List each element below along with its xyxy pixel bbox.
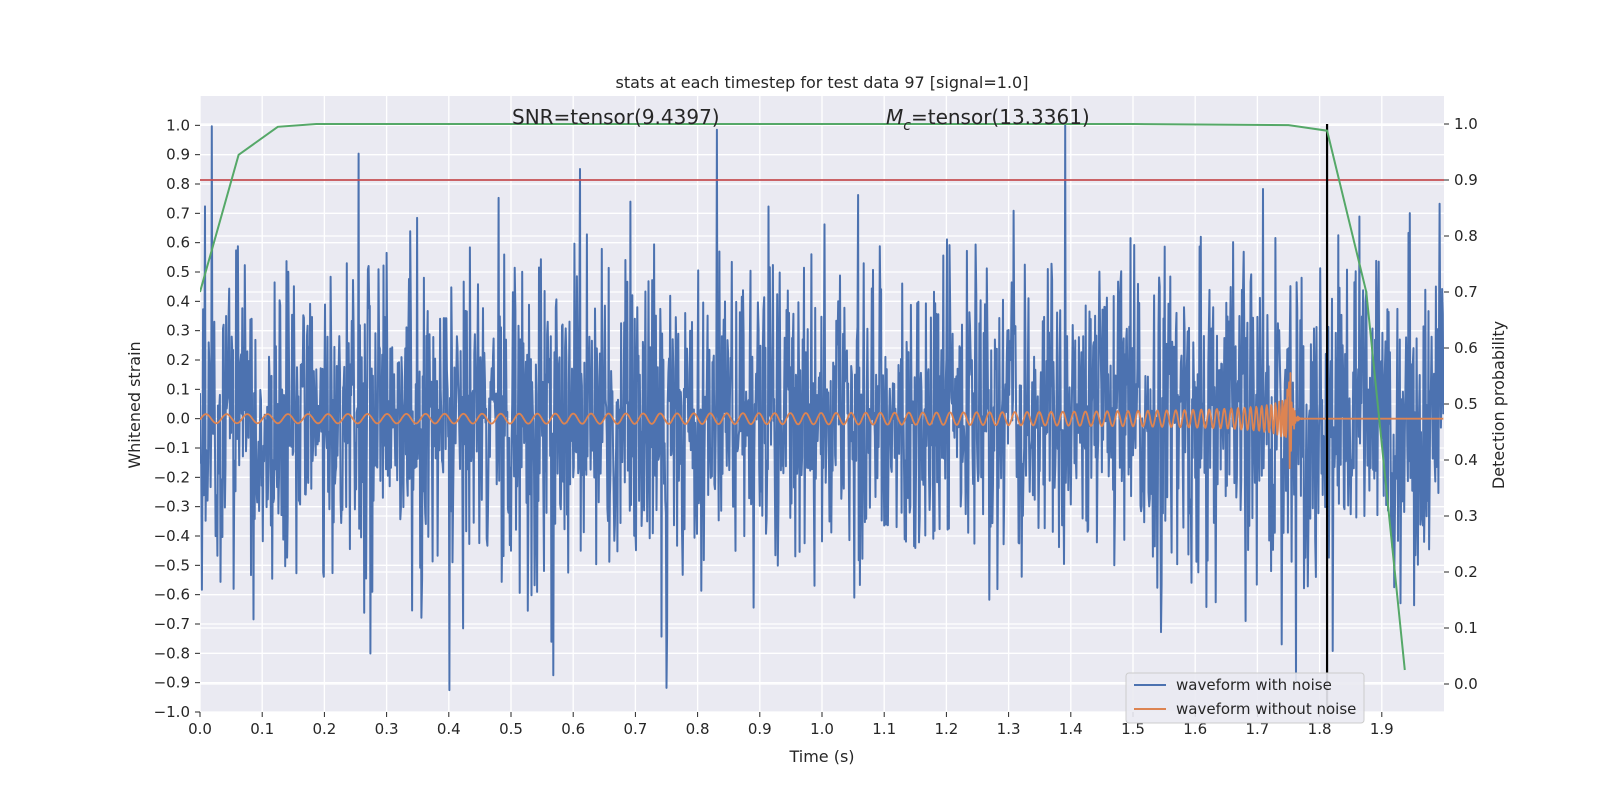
x-tick-label: 1.7 [1245,720,1269,738]
x-tick-label: 1.9 [1370,720,1394,738]
y-right-tick-label: 0.6 [1454,339,1478,357]
y-tick-label: −0.6 [154,586,190,604]
x-tick-label: 0.9 [748,720,772,738]
x-tick-label: 0.6 [561,720,585,738]
y-tick-label: 0.5 [166,263,190,281]
x-tick-label: 1.2 [934,720,958,738]
series-line-detection-probability [200,123,1406,671]
snr-annotation: SNR=tensor(9.4397) [512,105,720,129]
chirp-mass-symbol: M [886,105,903,129]
y-tick-label: 0.9 [166,146,190,164]
chirp-mass-subscript: c [903,118,911,134]
legend: waveform with noise waveform without noi… [1125,672,1365,724]
y-right-tick-label: 0.1 [1454,619,1478,637]
chirp-mass-value: =tensor(13.3361) [911,105,1090,129]
y-tick-label: 0.2 [166,351,190,369]
y-tick-label: −1.0 [154,703,190,721]
y-tick-label: 0.7 [166,204,190,222]
x-axis-label: Time (s) [788,747,854,766]
y-tick-label: 0.6 [166,234,190,252]
y-axis-label: Whitened strain [125,341,144,468]
y-tick-label: −0.5 [154,556,190,574]
y-tick-label: −0.4 [154,527,190,545]
x-tick-label: 1.4 [1059,720,1083,738]
y-tick-label: 0.3 [166,322,190,340]
series-layer [200,123,1444,712]
y-tick-label: 1.0 [166,116,190,134]
chirp-mass-annotation: Mc=tensor(13.3361) [886,105,1090,134]
x-tick-label: 1.6 [1183,720,1207,738]
chart-title: stats at each timestep for test data 97 … [616,73,1029,92]
legend-label-waveform-without-noise: waveform without noise [1176,700,1356,718]
y-tick-label: 0.0 [166,410,190,428]
x-tick-label: 0.5 [499,720,523,738]
y-tick-label: 0.8 [166,175,190,193]
y-right-tick-label: 0.9 [1454,171,1478,189]
x-tick-label: 1.0 [810,720,834,738]
legend-box [1125,672,1365,724]
y-right-tick-label: 0.0 [1454,675,1478,693]
y-right-tick-label: 0.7 [1454,283,1478,301]
x-axis-ticks: 0.0 0.1 0.2 0.3 0.4 0.5 0.6 0.7 0.8 0.9 1.0 1.1 1.2 1… [188,712,1394,738]
y-tick-label: −0.1 [154,439,190,457]
y-right-tick-label: 0.5 [1454,395,1478,413]
x-tick-label: 0.1 [250,720,274,738]
y-tick-label: −0.3 [154,498,190,516]
x-tick-label: 0.7 [623,720,647,738]
legend-label-waveform-with-noise: waveform with noise [1176,676,1332,694]
x-tick-label: 1.1 [872,720,896,738]
x-tick-label: 1.3 [997,720,1021,738]
y-axis-right-ticks: 0.0 0.1 0.2 0.3 0.4 0.5 0.6 0.7 0.8 0.9 1.0 [1444,115,1478,693]
y-axis-right-label: Detection probability [1489,321,1508,489]
y-tick-label: −0.2 [154,468,190,486]
y-right-tick-label: 1.0 [1454,115,1478,133]
x-tick-label: 0.2 [312,720,336,738]
x-tick-label: 0.3 [375,720,399,738]
x-tick-label: 0.0 [188,720,212,738]
y-right-tick-label: 0.8 [1454,227,1478,245]
x-tick-label: 0.4 [437,720,461,738]
y-right-tick-label: 0.3 [1454,507,1478,525]
series-line-waveform-with-noise [200,124,1444,692]
x-tick-label: 1.5 [1121,720,1145,738]
x-tick-label: 1.8 [1308,720,1332,738]
y-right-tick-label: 0.2 [1454,563,1478,581]
y-tick-label: 0.4 [166,292,190,310]
y-tick-label: −0.9 [154,674,190,692]
y-tick-label: 0.1 [166,380,190,398]
y-tick-label: −0.8 [154,644,190,662]
y-tick-label: −0.7 [154,615,190,633]
x-tick-label: 0.8 [686,720,710,738]
y-right-tick-label: 0.4 [1454,451,1478,469]
series-line-waveform-without-noise [200,372,1444,470]
y-axis-ticks: −1.0 −0.9 −0.8 −0.7 −0.6 −0.5 −0.4 −0.3 −0.2 −0.1… [154,116,200,721]
